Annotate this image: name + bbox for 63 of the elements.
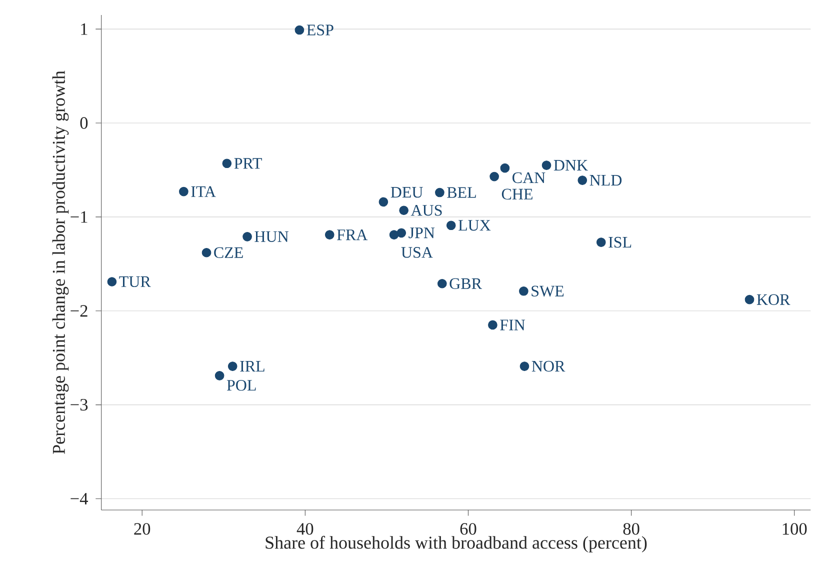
annotation: CHE	[502, 188, 532, 200]
y-tick-label: −2	[70, 305, 88, 317]
y-tick-label: −4	[70, 493, 88, 504]
point	[435, 188, 444, 198]
point	[578, 176, 588, 185]
point	[519, 286, 528, 296]
annotation: NLD	[590, 175, 622, 186]
annotation: ITA	[191, 186, 216, 197]
point	[242, 232, 252, 242]
x-tick-label: 80	[623, 523, 640, 535]
annotation: DNK	[554, 160, 588, 171]
y-tick-label: 1	[81, 23, 88, 35]
x-tick-label: 40	[296, 523, 314, 535]
annotation: ESP	[306, 24, 334, 36]
annotation: SWE	[532, 286, 564, 297]
annotation: USA	[401, 247, 433, 258]
point	[228, 362, 238, 371]
point	[214, 371, 224, 380]
point	[488, 320, 498, 330]
x-axis-title: Share of households with broadband access (percent)	[266, 536, 647, 552]
annotation: FIN	[500, 320, 526, 330]
point	[596, 238, 606, 247]
annotation: JPN	[408, 228, 435, 238]
point	[378, 197, 388, 207]
annotation: NOR	[532, 360, 566, 372]
point	[399, 206, 408, 216]
annotation: CZE	[214, 247, 243, 258]
y-axis-title: Percentage point change in labor productivity growth	[52, 70, 69, 454]
annotation: POL	[226, 380, 256, 391]
x-tick-label: 20	[134, 523, 150, 535]
annotation: ISL	[608, 236, 632, 248]
x-tick-label: 60	[460, 523, 476, 535]
point	[396, 228, 406, 238]
x-tick-label: 100	[782, 523, 807, 535]
point	[222, 158, 232, 168]
point	[294, 25, 304, 35]
point	[389, 230, 399, 240]
point	[520, 362, 530, 371]
annotation: FRA	[337, 230, 368, 240]
point	[107, 277, 117, 286]
annotation: LUX	[458, 220, 491, 231]
point	[744, 294, 754, 304]
y-tick-label: −1	[70, 211, 88, 223]
y-tick-label: 0	[80, 117, 88, 129]
annotation: PRT	[234, 158, 262, 169]
point	[179, 186, 188, 196]
annotation: CAN	[512, 172, 546, 184]
annotation: HUN	[254, 231, 289, 242]
annotation: IRL	[240, 361, 264, 372]
point	[437, 278, 447, 288]
point	[202, 248, 212, 258]
point	[490, 172, 499, 182]
annotation: BEL	[447, 187, 476, 198]
y-tick-label: −3	[70, 398, 88, 411]
annotation: DEU	[390, 187, 423, 198]
annotation: KOR	[756, 294, 790, 305]
point	[542, 160, 552, 170]
annotation: GBR	[450, 278, 482, 289]
annotation: AUS	[410, 204, 442, 216]
annotation: TUR	[119, 276, 151, 288]
point	[500, 163, 510, 173]
point	[446, 220, 456, 230]
point	[324, 230, 334, 240]
